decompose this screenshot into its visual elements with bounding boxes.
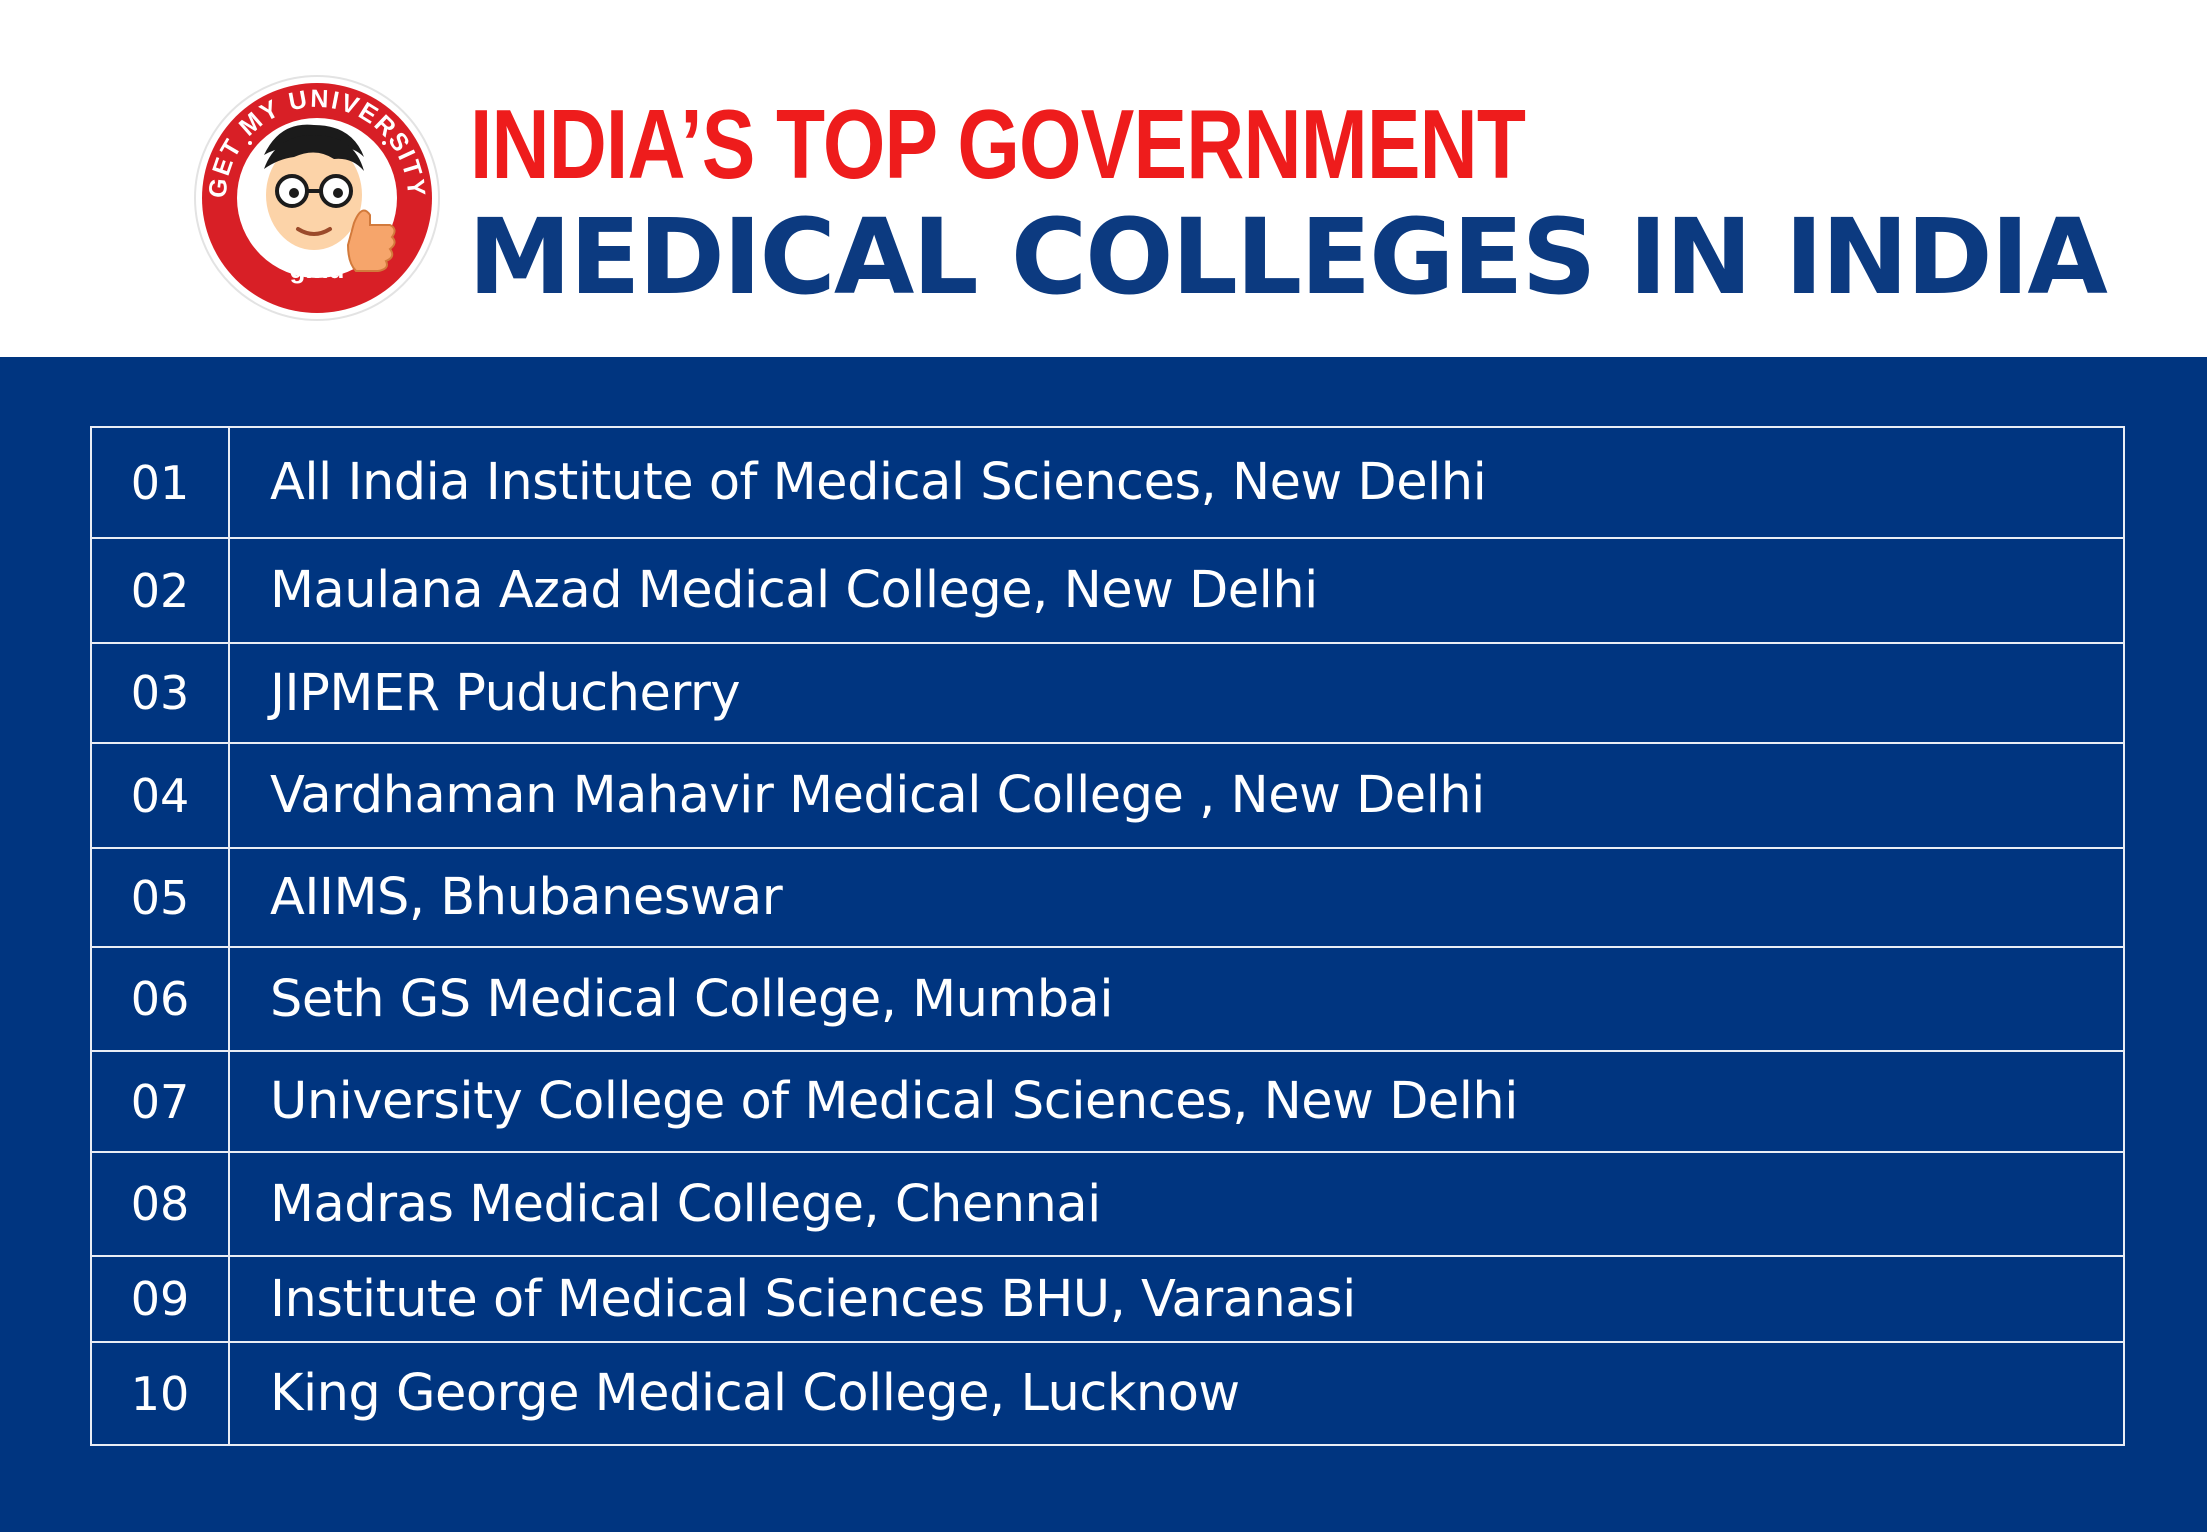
table-row: 01 All India Institute of Medical Scienc…	[90, 426, 2125, 539]
rank-cell: 02	[90, 537, 230, 644]
title-line1: INDIA’S TOP GOVERNMENT	[470, 89, 1526, 199]
college-name-cell: University College of Medical Sciences, …	[228, 1050, 2125, 1153]
table-row: 09 Institute of Medical Sciences BHU, Va…	[90, 1255, 2125, 1343]
rank-cell: 05	[90, 847, 230, 948]
college-name-cell: Madras Medical College, Chennai	[228, 1151, 2125, 1257]
college-name-cell: King George Medical College, Lucknow	[228, 1341, 2125, 1446]
title-line2: MEDICAL COLLEGES IN INDIA	[468, 196, 2108, 318]
college-name-cell: Institute of Medical Sciences BHU, Varan…	[228, 1255, 2125, 1343]
logo-mark-text: gmu	[290, 254, 345, 284]
table-row: 06 Seth GS Medical College, Mumbai	[90, 946, 2125, 1052]
college-name-cell: All India Institute of Medical Sciences,…	[228, 426, 2125, 539]
rank-cell: 08	[90, 1151, 230, 1257]
rank-cell: 06	[90, 946, 230, 1052]
table-row: 05 AIIMS, Bhubaneswar	[90, 847, 2125, 948]
rank-cell: 10	[90, 1341, 230, 1446]
header: GET MY UNIVERSITY gmu INDIA’S TOP GOVERN…	[0, 0, 2207, 357]
table-row: 04 Vardhaman Mahavir Medical College , N…	[90, 742, 2125, 849]
table-row: 10 King George Medical College, Lucknow	[90, 1341, 2125, 1446]
college-name-cell: Seth GS Medical College, Mumbai	[228, 946, 2125, 1052]
mascot-thumbs-up-icon	[264, 124, 396, 272]
table-row: 03 JIPMER Puducherry	[90, 642, 2125, 744]
college-name-cell: Maulana Azad Medical College, New Delhi	[228, 537, 2125, 644]
colleges-table: 01 All India Institute of Medical Scienc…	[90, 426, 2125, 1446]
college-name-cell: JIPMER Puducherry	[228, 642, 2125, 744]
rank-cell: 04	[90, 742, 230, 849]
get-my-university-logo: GET MY UNIVERSITY gmu	[194, 75, 440, 321]
table-row: 02 Maulana Azad Medical College, New Del…	[90, 537, 2125, 644]
college-name-cell: AIIMS, Bhubaneswar	[228, 847, 2125, 948]
table-row: 08 Madras Medical College, Chennai	[90, 1151, 2125, 1257]
rank-cell: 01	[90, 426, 230, 539]
table-row: 07 University College of Medical Science…	[90, 1050, 2125, 1153]
rank-cell: 09	[90, 1255, 230, 1343]
college-name-cell: Vardhaman Mahavir Medical College , New …	[228, 742, 2125, 849]
rank-cell: 03	[90, 642, 230, 744]
rank-cell: 07	[90, 1050, 230, 1153]
